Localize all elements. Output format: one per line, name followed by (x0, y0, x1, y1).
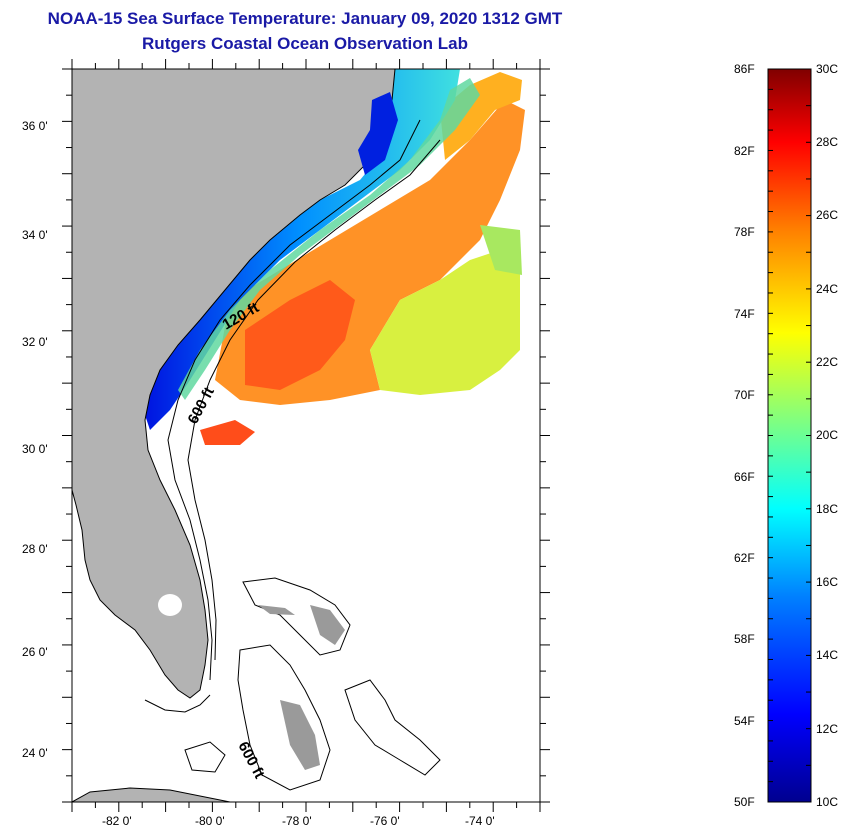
lon-label-78: -78 0' (282, 814, 312, 828)
colorbar-c-16: 16C (816, 575, 838, 589)
lat-label-34: 34 0' (22, 228, 48, 242)
land-southeast-us (72, 69, 396, 699)
bahamas-island-grand (258, 605, 295, 615)
map-ticks (62, 59, 550, 812)
colorbar-c-24: 24C (816, 282, 838, 296)
bahamas-island-andros (280, 700, 320, 770)
lon-label-80: -80 0' (195, 814, 225, 828)
sst-yellow-region (370, 250, 520, 395)
colorbar-c-14: 14C (816, 648, 838, 662)
contour-600ft (187, 139, 441, 661)
lon-label-76: -76 0' (370, 814, 400, 828)
sst-shelf-transition (178, 78, 480, 400)
florida-keys (144, 694, 211, 713)
colorbar-c-26: 26C (816, 208, 838, 222)
contour-120ft (167, 119, 421, 681)
land-cuba (72, 787, 231, 802)
bahamas-island-abaco (310, 605, 345, 645)
colorbar (767, 68, 812, 803)
lat-label-28: 28 0' (22, 542, 48, 556)
colorbar-f-54: 54F (734, 714, 755, 728)
lat-label-26: 26 0' (22, 645, 48, 659)
sst-hot-patch (200, 420, 255, 445)
colorbar-f-70: 70F (734, 388, 755, 402)
bahamas-bank-small (184, 741, 226, 773)
colorbar-c-22: 22C (816, 355, 838, 369)
colorbar-f-62: 62F (734, 551, 755, 565)
colorbar-c-30: 30C (816, 62, 838, 76)
colorbar-f-74: 74F (734, 307, 755, 321)
lat-label-32: 32 0' (22, 335, 48, 349)
colorbar-f-82: 82F (734, 144, 755, 158)
colorbar-c-10: 10C (816, 795, 838, 809)
colorbar-c-20: 20C (816, 428, 838, 442)
lon-label-74: -74 0' (465, 814, 495, 828)
lat-label-24: 24 0' (22, 746, 48, 760)
colorbar-f-58: 58F (734, 632, 755, 646)
colorbar-c-12: 12C (816, 722, 838, 736)
colorbar-c-18: 18C (816, 502, 838, 516)
sst-green-patch (480, 225, 522, 275)
map-subtitle: Rutgers Coastal Ocean Observation Lab (142, 34, 468, 53)
lat-label-30: 30 0' (22, 442, 48, 456)
map-title: NOAA-15 Sea Surface Temperature: January… (47, 9, 563, 28)
lon-label-82: -82 0' (102, 814, 132, 828)
colorbar-c-28: 28C (816, 135, 838, 149)
colorbar-ticks (768, 68, 811, 803)
lat-label-36: 36 0' (22, 119, 48, 133)
bahamas-bank-east (344, 679, 441, 776)
colorbar-f-78: 78F (734, 225, 755, 239)
colorbar-f-50: 50F (734, 795, 755, 809)
lake-okeechobee (158, 594, 182, 616)
colorbar-f-66: 66F (734, 470, 755, 484)
map-area: 120 ft 600 ft 600 ft (72, 69, 540, 802)
sst-hot-core (245, 280, 355, 390)
pamlico-sound (358, 92, 398, 175)
colorbar-f-86: 86F (734, 62, 755, 76)
